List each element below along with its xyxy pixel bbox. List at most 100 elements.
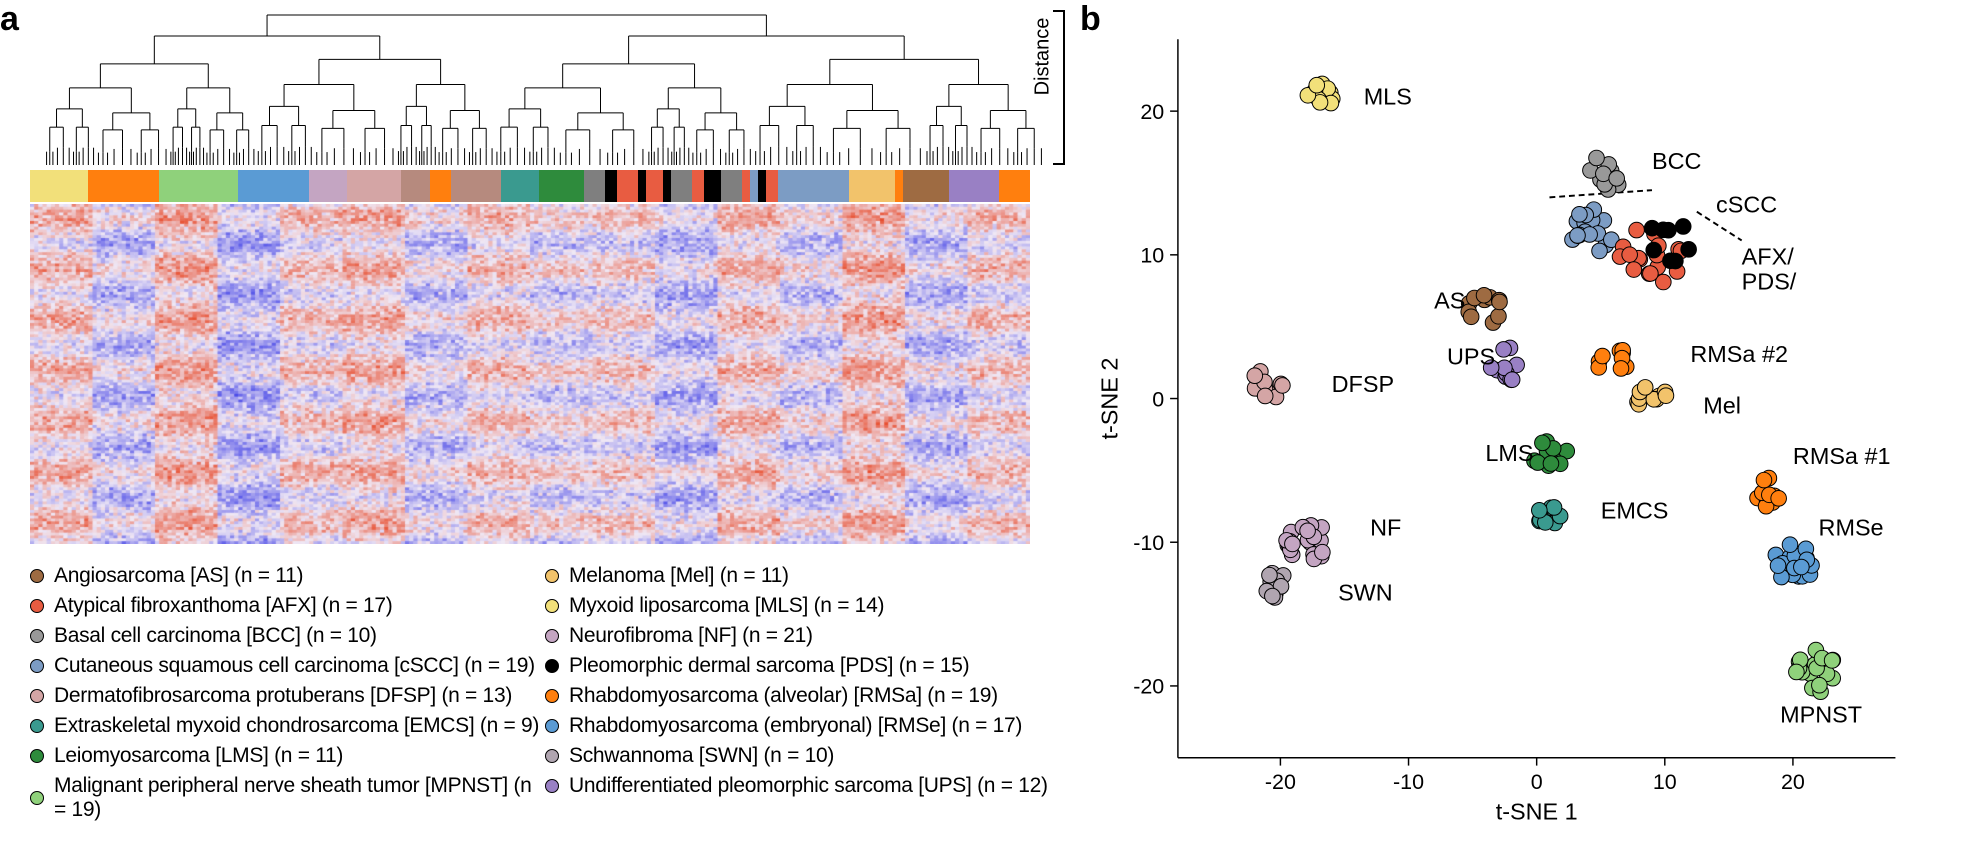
scatter-point bbox=[1756, 472, 1772, 488]
color-bar-segment bbox=[766, 170, 778, 202]
color-bar-segment bbox=[671, 170, 692, 202]
svg-text:-20: -20 bbox=[1133, 675, 1164, 699]
legend-item: Rhabdomyosarcoma (alveolar) [RMSa] (n = … bbox=[545, 684, 1060, 708]
legend-item: Malignant peripheral nerve sheath tumor … bbox=[30, 774, 545, 822]
svg-text:10: 10 bbox=[1653, 770, 1677, 794]
legend-area: Angiosarcoma [AS] (n = 11) Atypical fibro… bbox=[30, 564, 1060, 828]
svg-text:20: 20 bbox=[1140, 100, 1164, 124]
scatter-point bbox=[1535, 435, 1551, 451]
svg-text:0: 0 bbox=[1152, 387, 1164, 411]
scatter-point bbox=[1663, 253, 1679, 269]
legend-text: Rhabdomyosarcoma (embryonal) [RMSe] (n =… bbox=[569, 714, 1022, 738]
legend-item: Angiosarcoma [AS] (n = 11) bbox=[30, 564, 545, 588]
svg-text:-10: -10 bbox=[1133, 531, 1164, 555]
distance-bracket bbox=[1053, 10, 1065, 165]
scatter-point bbox=[1543, 456, 1559, 472]
svg-text:t-SNE 1: t-SNE 1 bbox=[1496, 798, 1578, 824]
color-bar-segment bbox=[742, 170, 750, 202]
legend-text: Rhabdomyosarcoma (alveolar) [RMSa] (n = … bbox=[569, 684, 998, 708]
scatter-point bbox=[1789, 664, 1805, 680]
legend-dot bbox=[545, 659, 559, 673]
scatter-point bbox=[1532, 502, 1548, 518]
figure-container: a Distance Angiosarcoma [AS] (n = 11)Aty… bbox=[0, 0, 1965, 841]
cluster-label: NF bbox=[1370, 515, 1401, 541]
legend-dot bbox=[30, 629, 44, 643]
color-bar-segment bbox=[778, 170, 849, 202]
svg-text:10: 10 bbox=[1140, 244, 1164, 268]
scatter-point bbox=[1285, 536, 1301, 552]
legend-item: Pleomorphic dermal sarcoma [PDS] (n = 15… bbox=[545, 654, 1060, 678]
legend-text: Neurofibroma [NF] (n = 21) bbox=[569, 624, 813, 648]
color-bar-segment bbox=[309, 170, 347, 202]
legend-text: Extraskeletal myxoid chondrosarcoma [EMC… bbox=[54, 714, 539, 738]
legend-dot bbox=[545, 779, 559, 793]
legend-text: Cutaneous squamous cell carcinoma [cSCC]… bbox=[54, 654, 535, 678]
scatter-point bbox=[1463, 309, 1479, 325]
legend-item: Atypical fibroxanthoma [AFX] (n = 17) bbox=[30, 594, 545, 618]
cluster-label: PDS/ bbox=[1742, 269, 1797, 295]
legend-text: Melanoma [Mel] (n = 11) bbox=[569, 564, 789, 588]
cluster-label: AS bbox=[1434, 288, 1465, 314]
color-bar-segment bbox=[617, 170, 638, 202]
cluster-label: UPS bbox=[1447, 344, 1495, 370]
legend-dot bbox=[30, 599, 44, 613]
legend-dot bbox=[30, 689, 44, 703]
cluster-label: cSCC bbox=[1716, 191, 1777, 217]
scatter-point bbox=[1546, 500, 1562, 516]
scatter-point bbox=[1681, 242, 1697, 258]
color-bar-segment bbox=[704, 170, 721, 202]
distance-axis-label: Distance bbox=[1032, 18, 1055, 96]
scatter-plot: -20-1001020-20-1001020t-SNE 1t-SNE 2MLSB… bbox=[1080, 10, 1925, 831]
color-bar-segment bbox=[501, 170, 539, 202]
svg-text:-20: -20 bbox=[1265, 770, 1296, 794]
scatter-point bbox=[1643, 266, 1659, 282]
scatter-point bbox=[1275, 378, 1291, 394]
scatter-point bbox=[1637, 380, 1653, 396]
color-bar-segment bbox=[401, 170, 430, 202]
color-bar-segment bbox=[347, 170, 401, 202]
legend-text: Leiomyosarcoma [LMS] (n = 11) bbox=[54, 744, 343, 768]
scatter-point bbox=[1257, 388, 1273, 404]
color-bar-segment bbox=[758, 170, 766, 202]
panel-b-label: b bbox=[1080, 0, 1101, 39]
cluster-label: SWN bbox=[1338, 579, 1393, 605]
legend-text: Atypical fibroxanthoma [AFX] (n = 17) bbox=[54, 594, 392, 618]
color-bar-segment bbox=[949, 170, 999, 202]
color-bar-segment bbox=[88, 170, 159, 202]
cluster-label: MPNST bbox=[1780, 701, 1862, 727]
color-bar bbox=[30, 170, 1030, 202]
color-bar-segment bbox=[750, 170, 758, 202]
color-bar-segment bbox=[605, 170, 617, 202]
svg-text:t-SNE 2: t-SNE 2 bbox=[1096, 358, 1122, 440]
color-bar-segment bbox=[849, 170, 895, 202]
cluster-label: RMSa #1 bbox=[1793, 443, 1891, 469]
scatter-point bbox=[1595, 348, 1611, 364]
scatter-point bbox=[1794, 559, 1810, 575]
scatter-point bbox=[1570, 228, 1586, 244]
color-bar-segment bbox=[646, 170, 663, 202]
scatter-point bbox=[1782, 537, 1798, 553]
legend-text: Myxoid liposarcoma [MLS] (n = 14) bbox=[569, 594, 884, 618]
scatter-point bbox=[1504, 372, 1520, 388]
color-bar-segment bbox=[663, 170, 671, 202]
color-bar-segment bbox=[451, 170, 501, 202]
dendrogram-svg bbox=[30, 10, 1060, 170]
legend-dot bbox=[30, 749, 44, 763]
legend-item: Neurofibroma [NF] (n = 21) bbox=[545, 624, 1060, 648]
scatter-point bbox=[1476, 287, 1492, 303]
legend-item: Basal cell carcinoma [BCC] (n = 10) bbox=[30, 624, 545, 648]
dendrogram-area: Distance bbox=[30, 10, 1060, 170]
scatter-point bbox=[1629, 222, 1645, 238]
legend-text: Angiosarcoma [AS] (n = 11) bbox=[54, 564, 303, 588]
scatter-point bbox=[1646, 242, 1662, 258]
color-bar-segment bbox=[638, 170, 646, 202]
cluster-label: DFSP bbox=[1332, 371, 1394, 397]
legend-col-1: Angiosarcoma [AS] (n = 11) Atypical fibro… bbox=[30, 564, 545, 828]
legend-text: Malignant peripheral nerve sheath tumor … bbox=[54, 774, 545, 822]
scatter-point bbox=[1658, 388, 1674, 404]
legend-dot bbox=[545, 599, 559, 613]
cluster-label: BCC bbox=[1652, 148, 1702, 174]
legend-text: Basal cell carcinoma [BCC] (n = 10) bbox=[54, 624, 377, 648]
scatter-point bbox=[1661, 222, 1677, 238]
legend-dot bbox=[545, 569, 559, 583]
